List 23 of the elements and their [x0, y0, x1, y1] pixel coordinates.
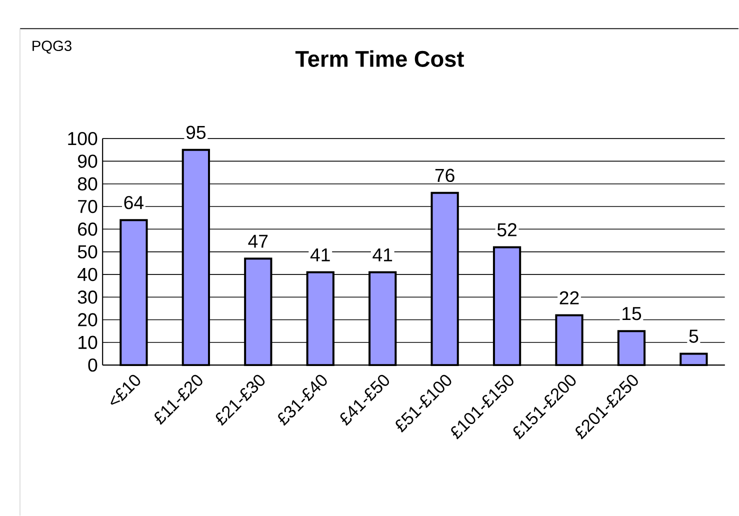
data-label: 41	[372, 248, 392, 262]
data-label: 95	[186, 126, 206, 139]
data-label: 52	[497, 223, 516, 236]
y-tick-label: 70	[78, 200, 98, 214]
y-tick-label: 10	[78, 336, 98, 350]
y-tick-label: 20	[78, 313, 98, 326]
text: PQG3	[32, 40, 72, 54]
data-label: 22	[560, 291, 579, 304]
data-label: 76	[435, 168, 454, 182]
y-tick-label: 30	[78, 290, 98, 304]
y-tick-label: 100	[68, 132, 98, 146]
y-tick-label: 0	[88, 358, 98, 372]
data-label: 41	[310, 248, 330, 262]
y-tick-label: 80	[78, 177, 98, 190]
y-tick-label: 60	[78, 222, 98, 236]
data-label: 15	[622, 307, 642, 320]
y-tick-label: 40	[78, 268, 98, 282]
y-tick-label: 50	[78, 245, 98, 258]
data-label: 64	[124, 196, 144, 210]
chart-title: Term Time Cost	[295, 50, 464, 67]
y-tick-label: 90	[78, 154, 98, 168]
data-label: 5	[689, 330, 698, 343]
data-label: 47	[248, 234, 268, 248]
